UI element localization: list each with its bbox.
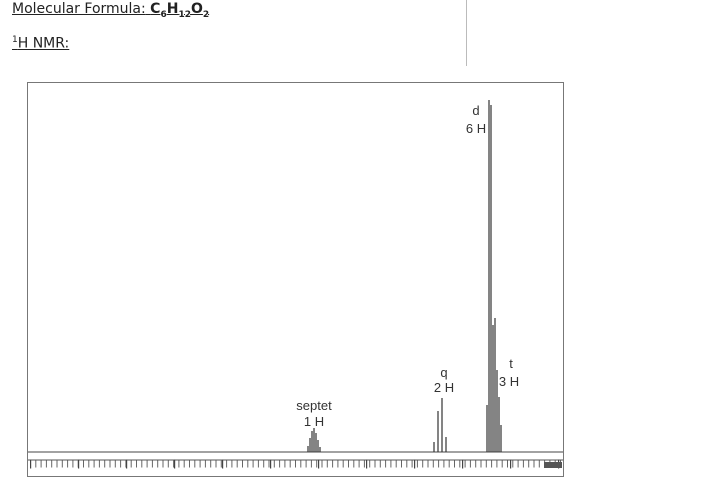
formula-label: Molecular Formula: xyxy=(12,1,146,17)
atom-count: 2 xyxy=(202,9,210,20)
formula: C6H12O2 xyxy=(150,1,210,20)
peak-multiplicity: septet xyxy=(296,398,332,413)
element: H xyxy=(166,1,179,17)
peak-multiplicity: q xyxy=(440,365,447,380)
peak-multiplicity: d xyxy=(472,103,479,118)
peak-integration: 3 H xyxy=(499,374,519,389)
nmr-heading: 1H NMR: xyxy=(12,35,69,52)
peak-multiplicity: t xyxy=(509,356,513,371)
peak-integration: 1 H xyxy=(304,414,324,429)
nmr-label: H NMR: xyxy=(17,35,70,52)
element: C xyxy=(150,1,161,17)
formula-line: Molecular Formula: C6H12O2 xyxy=(12,1,209,20)
isotope: 1 xyxy=(12,35,18,45)
atom-count: 12 xyxy=(178,9,191,20)
peak-integration: 6 H xyxy=(466,121,486,136)
peak-integration: 2 H xyxy=(434,380,454,395)
atom-count: 6 xyxy=(160,9,167,20)
plot-frame xyxy=(27,82,564,477)
peaks xyxy=(307,100,502,452)
divider xyxy=(466,0,467,66)
axis-mark xyxy=(544,462,562,468)
element: O xyxy=(190,1,203,17)
